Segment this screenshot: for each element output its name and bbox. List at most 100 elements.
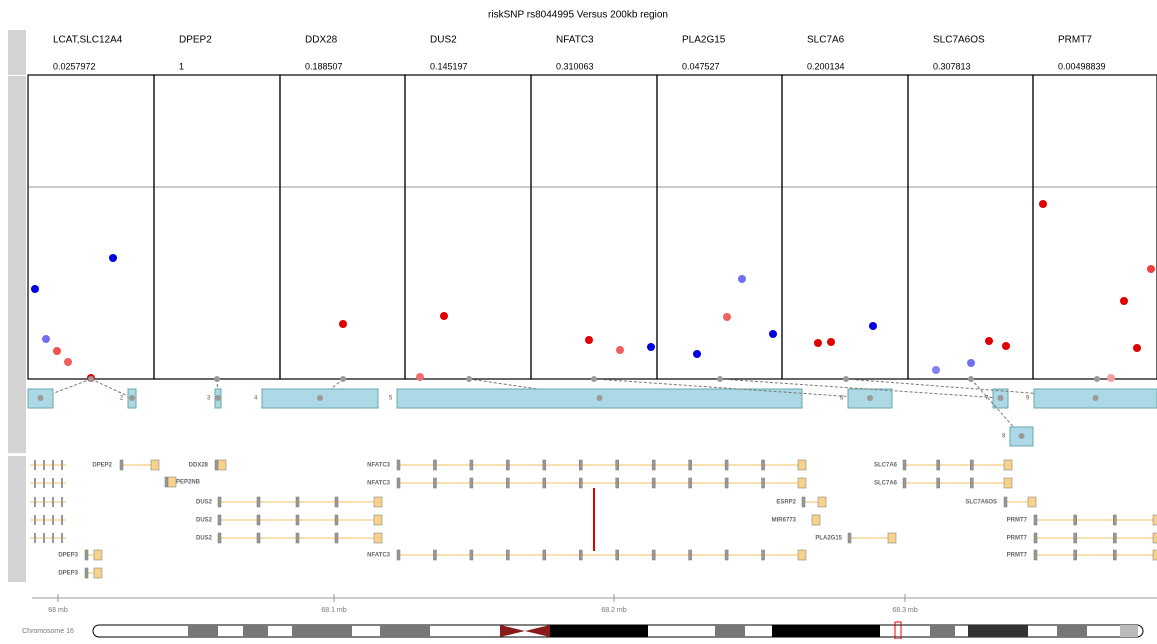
exon xyxy=(936,459,940,471)
exon xyxy=(724,459,729,471)
snp-dot xyxy=(814,339,822,347)
link-line xyxy=(90,378,133,399)
region-dot xyxy=(1092,395,1099,401)
exon xyxy=(93,549,103,561)
region-label: 7 xyxy=(985,396,989,402)
region-dot xyxy=(596,395,603,401)
panel-gene: NFATC3 xyxy=(556,35,594,46)
snp-dot xyxy=(932,366,940,374)
axis-tick-label: 68.3 mb xyxy=(892,607,917,614)
exon xyxy=(542,549,547,561)
exon xyxy=(1003,477,1013,489)
gene-label: PRMT7 xyxy=(1007,518,1028,524)
exon xyxy=(970,477,974,489)
anchor-dot xyxy=(968,376,974,382)
exon xyxy=(52,478,54,488)
exon xyxy=(1152,532,1157,544)
panel-frame xyxy=(907,74,1034,380)
exon xyxy=(651,477,656,489)
panel-value: 0.00498839 xyxy=(1058,61,1106,71)
exon xyxy=(34,497,36,507)
gene-label: DUS2 xyxy=(196,536,213,542)
snp-dot xyxy=(693,350,701,358)
anchor-dot xyxy=(88,376,94,382)
exon xyxy=(34,478,36,488)
ideogram xyxy=(92,621,1144,640)
anchor-dot xyxy=(340,376,346,382)
snp-dot xyxy=(616,346,624,354)
exon xyxy=(396,459,401,471)
exon xyxy=(43,460,45,470)
anchor-dot xyxy=(214,376,220,382)
panel-value: 0.0257972 xyxy=(53,61,96,71)
panel-frame xyxy=(404,74,532,380)
exon xyxy=(724,549,729,561)
region-label: 6 xyxy=(840,396,844,402)
exon xyxy=(61,533,63,543)
exon xyxy=(373,496,383,508)
exon xyxy=(84,549,89,561)
panel-frame xyxy=(279,74,406,380)
exon xyxy=(43,478,45,488)
exon xyxy=(469,459,474,471)
axis-tick-label: 68 mb xyxy=(48,607,68,614)
snp-dot xyxy=(339,320,347,328)
snp-dot xyxy=(1039,200,1047,208)
exon xyxy=(52,515,54,525)
snp-dot xyxy=(967,359,975,367)
snp-dot xyxy=(64,358,72,366)
exon xyxy=(1113,532,1117,544)
exon xyxy=(688,459,692,471)
region-label: 3 xyxy=(207,396,211,402)
snp-dot xyxy=(416,373,424,381)
snp-dot xyxy=(440,312,448,320)
gene-label: DPEP2NB xyxy=(172,480,201,486)
exon xyxy=(811,514,821,526)
region-label: 4 xyxy=(254,396,258,402)
exon xyxy=(334,496,339,508)
exon xyxy=(433,549,437,561)
region-dot xyxy=(129,395,135,401)
exon xyxy=(373,532,383,544)
exon xyxy=(256,532,261,544)
exon xyxy=(1073,532,1077,544)
exon xyxy=(469,477,474,489)
exon xyxy=(295,514,300,526)
region-label: 5 xyxy=(389,396,393,402)
exon xyxy=(217,459,227,471)
link-line xyxy=(719,378,1001,399)
exon xyxy=(334,514,339,526)
anchor-dot xyxy=(717,376,723,382)
exon xyxy=(651,459,656,471)
exon xyxy=(797,477,807,489)
exon xyxy=(61,515,63,525)
gene-label: NFATC3 xyxy=(367,481,391,487)
exon xyxy=(1033,514,1038,526)
snp-dot xyxy=(869,322,877,330)
gene-label: DUS2 xyxy=(196,518,213,524)
panel-value: 0.200134 xyxy=(807,61,845,71)
link-line xyxy=(845,378,1096,399)
exon xyxy=(615,477,619,489)
exon xyxy=(801,496,806,508)
exon xyxy=(84,567,89,579)
snp-dot xyxy=(109,254,117,262)
panel-gene: PRMT7 xyxy=(1058,35,1092,46)
exon xyxy=(396,549,401,561)
snp-dot xyxy=(769,330,777,338)
exon xyxy=(1003,496,1008,508)
exon xyxy=(970,459,974,471)
exon xyxy=(902,459,907,471)
exon xyxy=(847,532,852,544)
anchor-dot xyxy=(466,376,472,382)
exon xyxy=(797,549,807,561)
panel-value: 0.188507 xyxy=(305,61,343,71)
gene-label: PRMT7 xyxy=(1007,536,1028,542)
exon xyxy=(93,567,103,579)
exon xyxy=(817,496,827,508)
snp-dot xyxy=(31,285,39,293)
exon xyxy=(373,514,383,526)
exon xyxy=(433,459,437,471)
panel-frame xyxy=(530,74,658,380)
